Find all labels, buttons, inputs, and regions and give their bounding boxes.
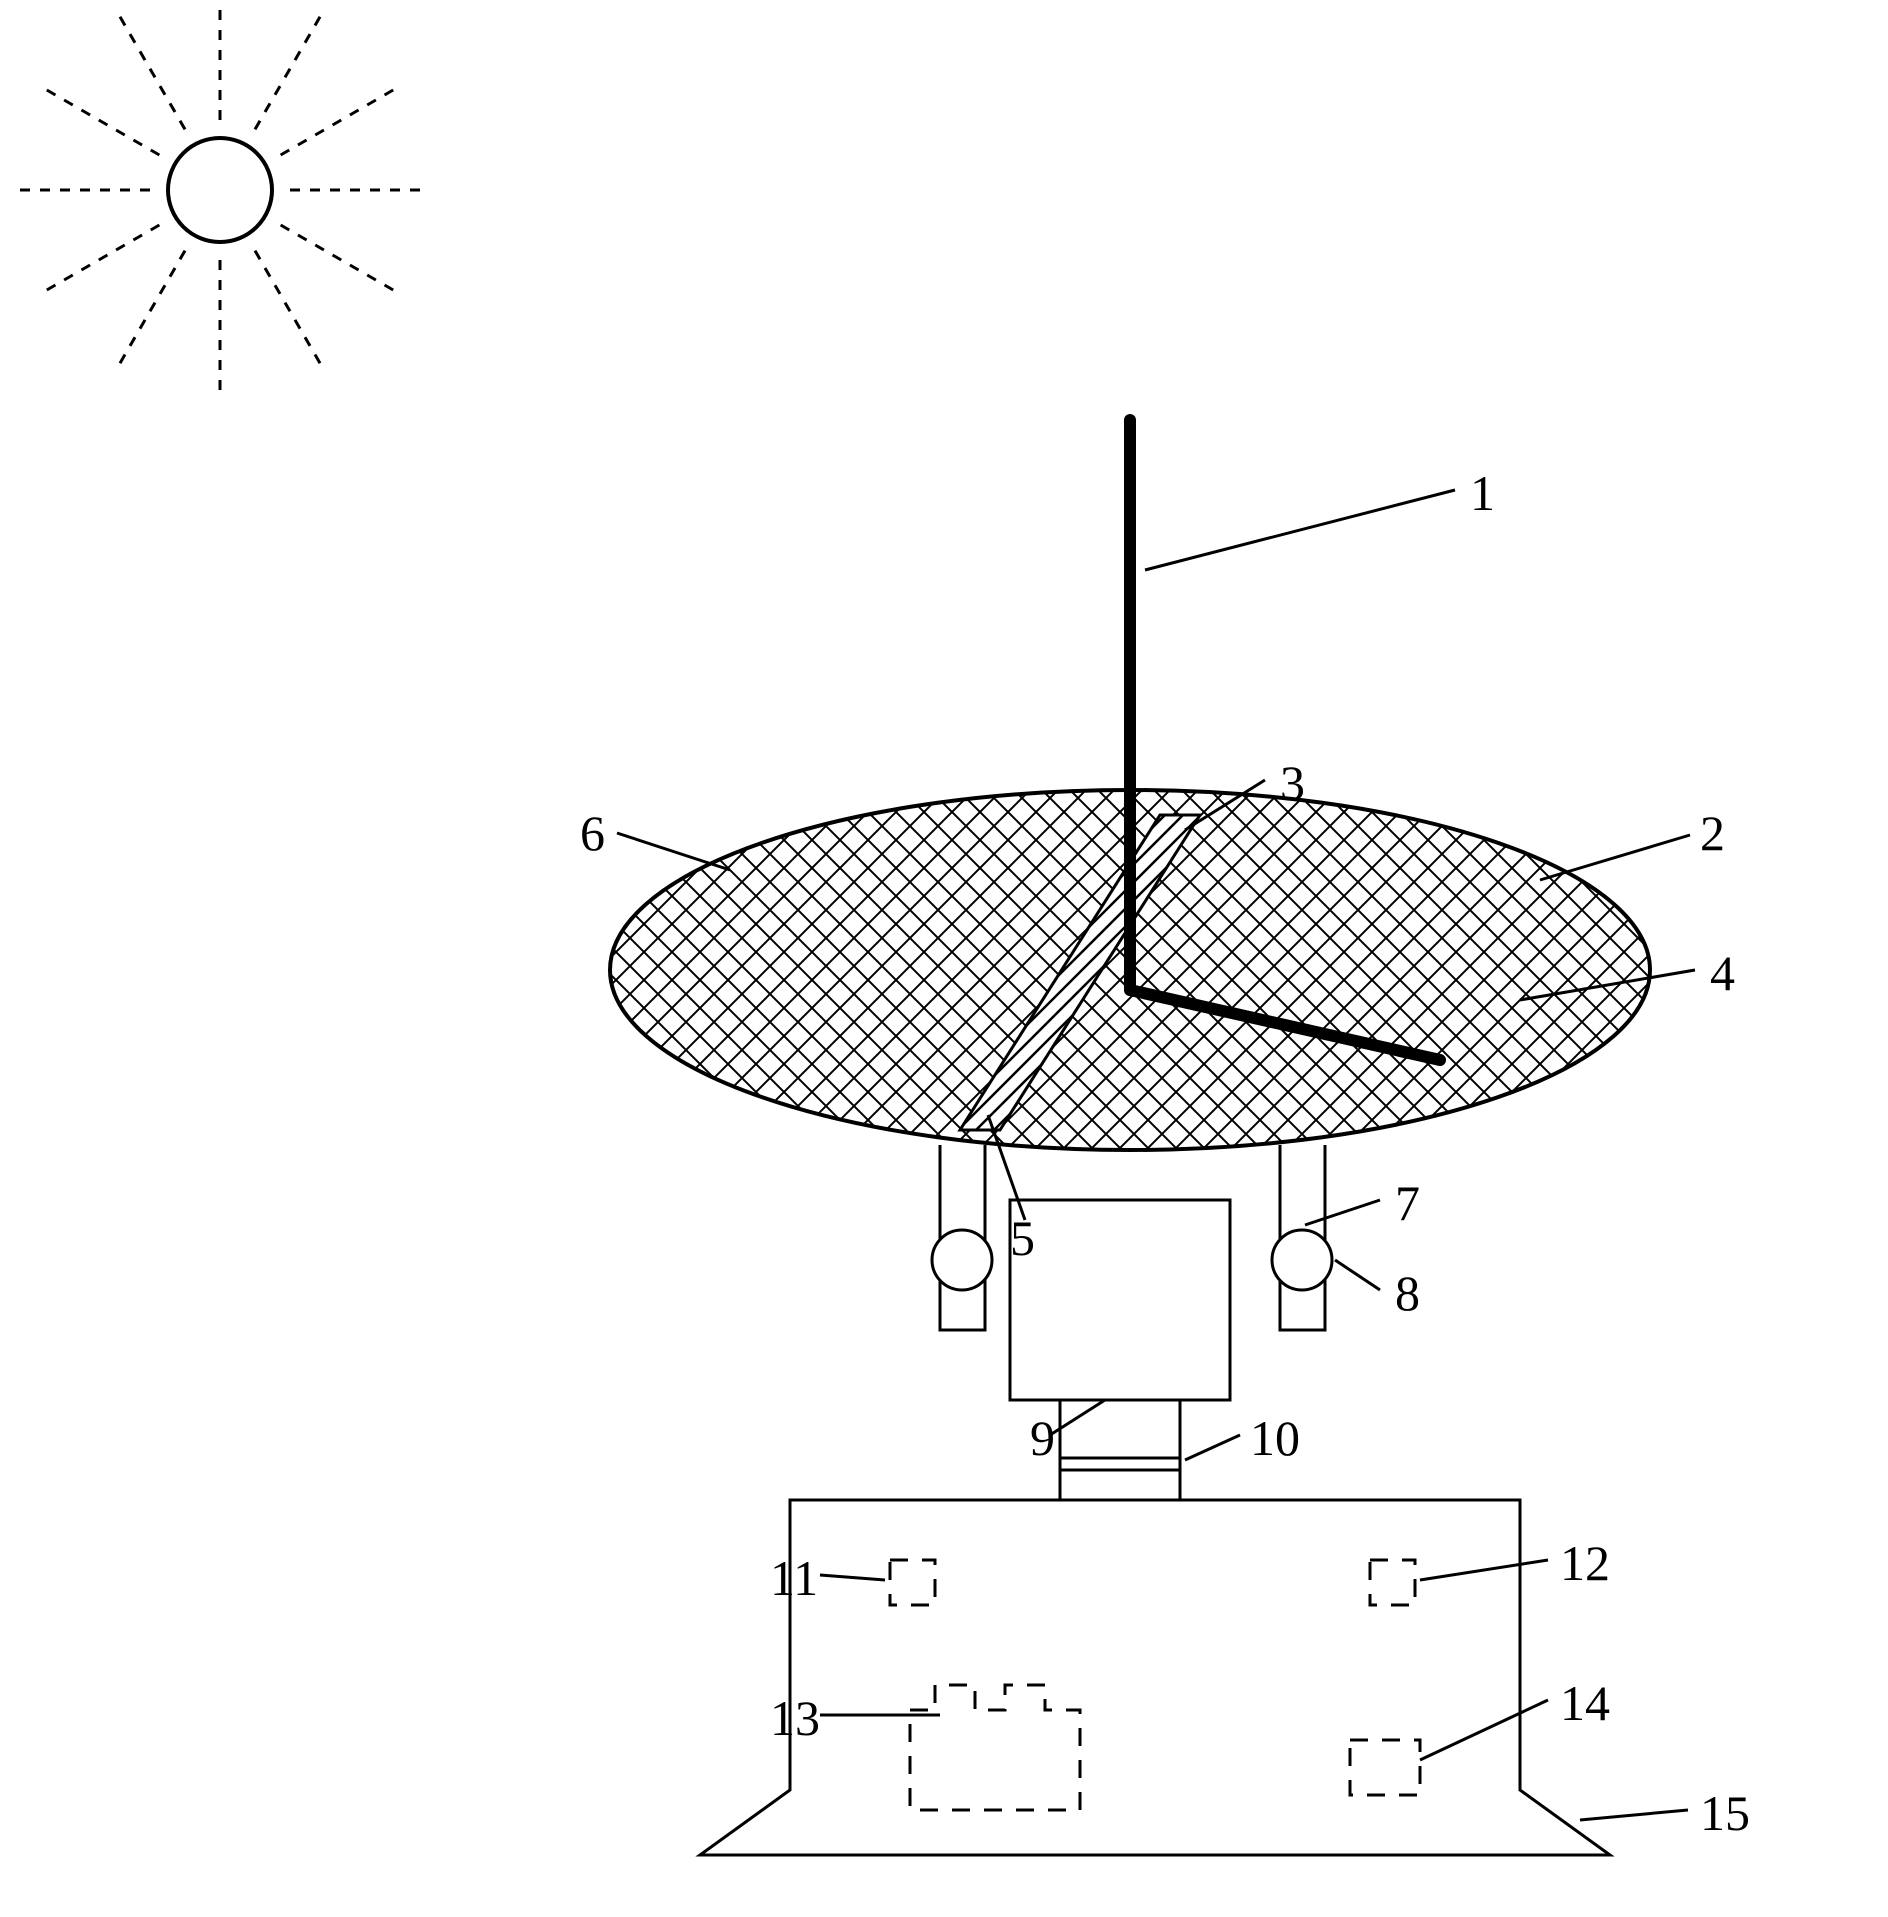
callout-label-4: 4 bbox=[1710, 945, 1735, 1001]
shaft bbox=[1060, 1400, 1180, 1500]
callout-label-12: 12 bbox=[1560, 1535, 1610, 1591]
pivot-left bbox=[932, 1230, 992, 1290]
callout-label-1: 1 bbox=[1470, 465, 1495, 521]
callout-label-13: 13 bbox=[770, 1690, 820, 1746]
motor-block bbox=[1010, 1200, 1230, 1400]
callout-label-3: 3 bbox=[1280, 755, 1305, 811]
callout-label-7: 7 bbox=[1395, 1175, 1420, 1231]
callout-label-9: 9 bbox=[1030, 1410, 1055, 1466]
callout-label-8: 8 bbox=[1395, 1265, 1420, 1321]
callout-label-15: 15 bbox=[1700, 1785, 1750, 1841]
callout-label-5: 5 bbox=[1010, 1210, 1035, 1266]
callout-label-14: 14 bbox=[1560, 1675, 1610, 1731]
callout-label-11: 11 bbox=[770, 1550, 818, 1606]
callout-label-6: 6 bbox=[580, 805, 605, 861]
pivot-right bbox=[1272, 1230, 1332, 1290]
callout-label-10: 10 bbox=[1250, 1410, 1300, 1466]
base-housing bbox=[700, 1500, 1610, 1855]
sun-icon bbox=[20, 0, 420, 390]
callout-label-2: 2 bbox=[1700, 805, 1725, 861]
